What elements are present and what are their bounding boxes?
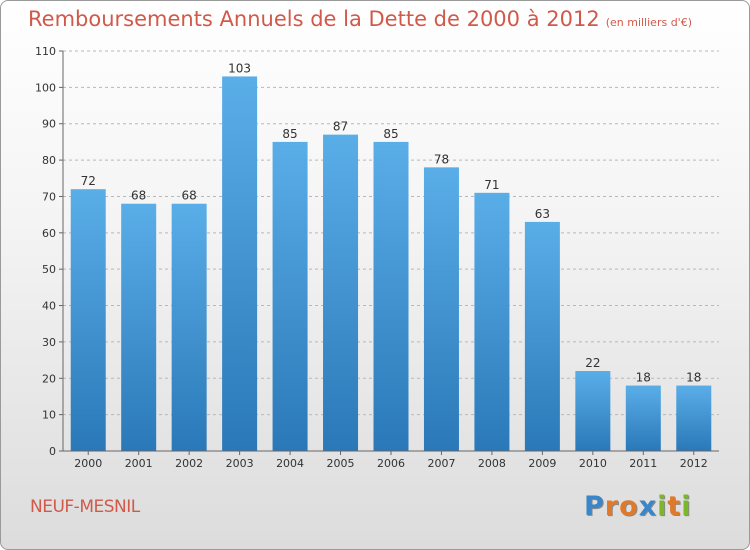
y-tick-label: 30 (42, 336, 56, 349)
logo-letter: o (619, 491, 639, 522)
data-label-2005: 87 (333, 120, 348, 134)
logo-letter: t (667, 491, 682, 522)
x-tick-label: 2007 (427, 457, 455, 470)
bar-2007 (423, 167, 459, 451)
logo-letter: x (638, 491, 658, 522)
x-tick-label: 2002 (175, 457, 203, 470)
bar-2009 (524, 221, 560, 451)
proxiti-logo[interactable]: Proxiti (584, 491, 692, 522)
data-label-2007: 78 (434, 152, 449, 166)
x-tick-label: 2011 (629, 457, 657, 470)
x-tick-label: 2010 (579, 457, 607, 470)
y-tick-label: 50 (42, 263, 56, 276)
y-tick-label: 40 (42, 300, 56, 313)
data-label-2012: 18 (686, 371, 701, 385)
bar-2004 (272, 141, 308, 451)
data-label-2004: 85 (282, 127, 297, 141)
bar-2001 (121, 203, 157, 451)
chart-subtitle: (en milliers d'€) (605, 16, 692, 29)
y-tick-label: 0 (49, 445, 56, 458)
data-label-2001: 68 (131, 189, 146, 203)
data-label-2002: 68 (182, 189, 197, 203)
data-label-2009: 63 (535, 207, 550, 221)
x-tick-label: 2008 (478, 457, 506, 470)
x-tick-label: 2012 (680, 457, 708, 470)
y-tick-label: 60 (42, 227, 56, 240)
y-tick-label: 10 (42, 409, 56, 422)
data-label-2008: 71 (484, 178, 499, 192)
logo-letter: P (584, 491, 605, 522)
x-tick-label: 2006 (377, 457, 405, 470)
data-label-2010: 22 (585, 356, 600, 370)
data-label-2006: 85 (383, 127, 398, 141)
bar-2002 (171, 203, 207, 451)
chart-title-text: Remboursements Annuels de la Dette de 20… (28, 7, 600, 31)
x-tick-label: 2009 (528, 457, 556, 470)
logo-letter: i (681, 491, 692, 522)
logo-letter: i (657, 491, 668, 522)
x-tick-label: 2001 (125, 457, 153, 470)
logo-letter: r (604, 491, 620, 522)
y-tick-label: 110 (35, 45, 56, 58)
data-label-2011: 18 (636, 371, 651, 385)
chart-title: Remboursements Annuels de la Dette de 20… (28, 7, 692, 31)
bar-2003 (222, 76, 258, 452)
x-tick-label: 2005 (327, 457, 355, 470)
data-label-2003: 103 (228, 61, 251, 75)
x-tick-label: 2004 (276, 457, 304, 470)
data-label-2000: 72 (81, 174, 96, 188)
bar-2008 (474, 192, 510, 451)
bar-2011 (625, 385, 661, 451)
bar-2005 (323, 134, 359, 452)
y-tick-label: 70 (42, 190, 56, 203)
y-tick-label: 80 (42, 154, 56, 167)
commune-name: NEUF-MESNIL (30, 497, 140, 517)
y-tick-label: 20 (42, 372, 56, 385)
x-tick-label: 2000 (74, 457, 102, 470)
bar-2012 (676, 385, 712, 451)
y-tick-label: 100 (35, 81, 56, 94)
bar-2000 (70, 189, 106, 451)
y-tick-label: 90 (42, 118, 56, 131)
x-tick-label: 2003 (226, 457, 254, 470)
bar-2010 (575, 371, 611, 451)
bar-2006 (373, 141, 409, 451)
